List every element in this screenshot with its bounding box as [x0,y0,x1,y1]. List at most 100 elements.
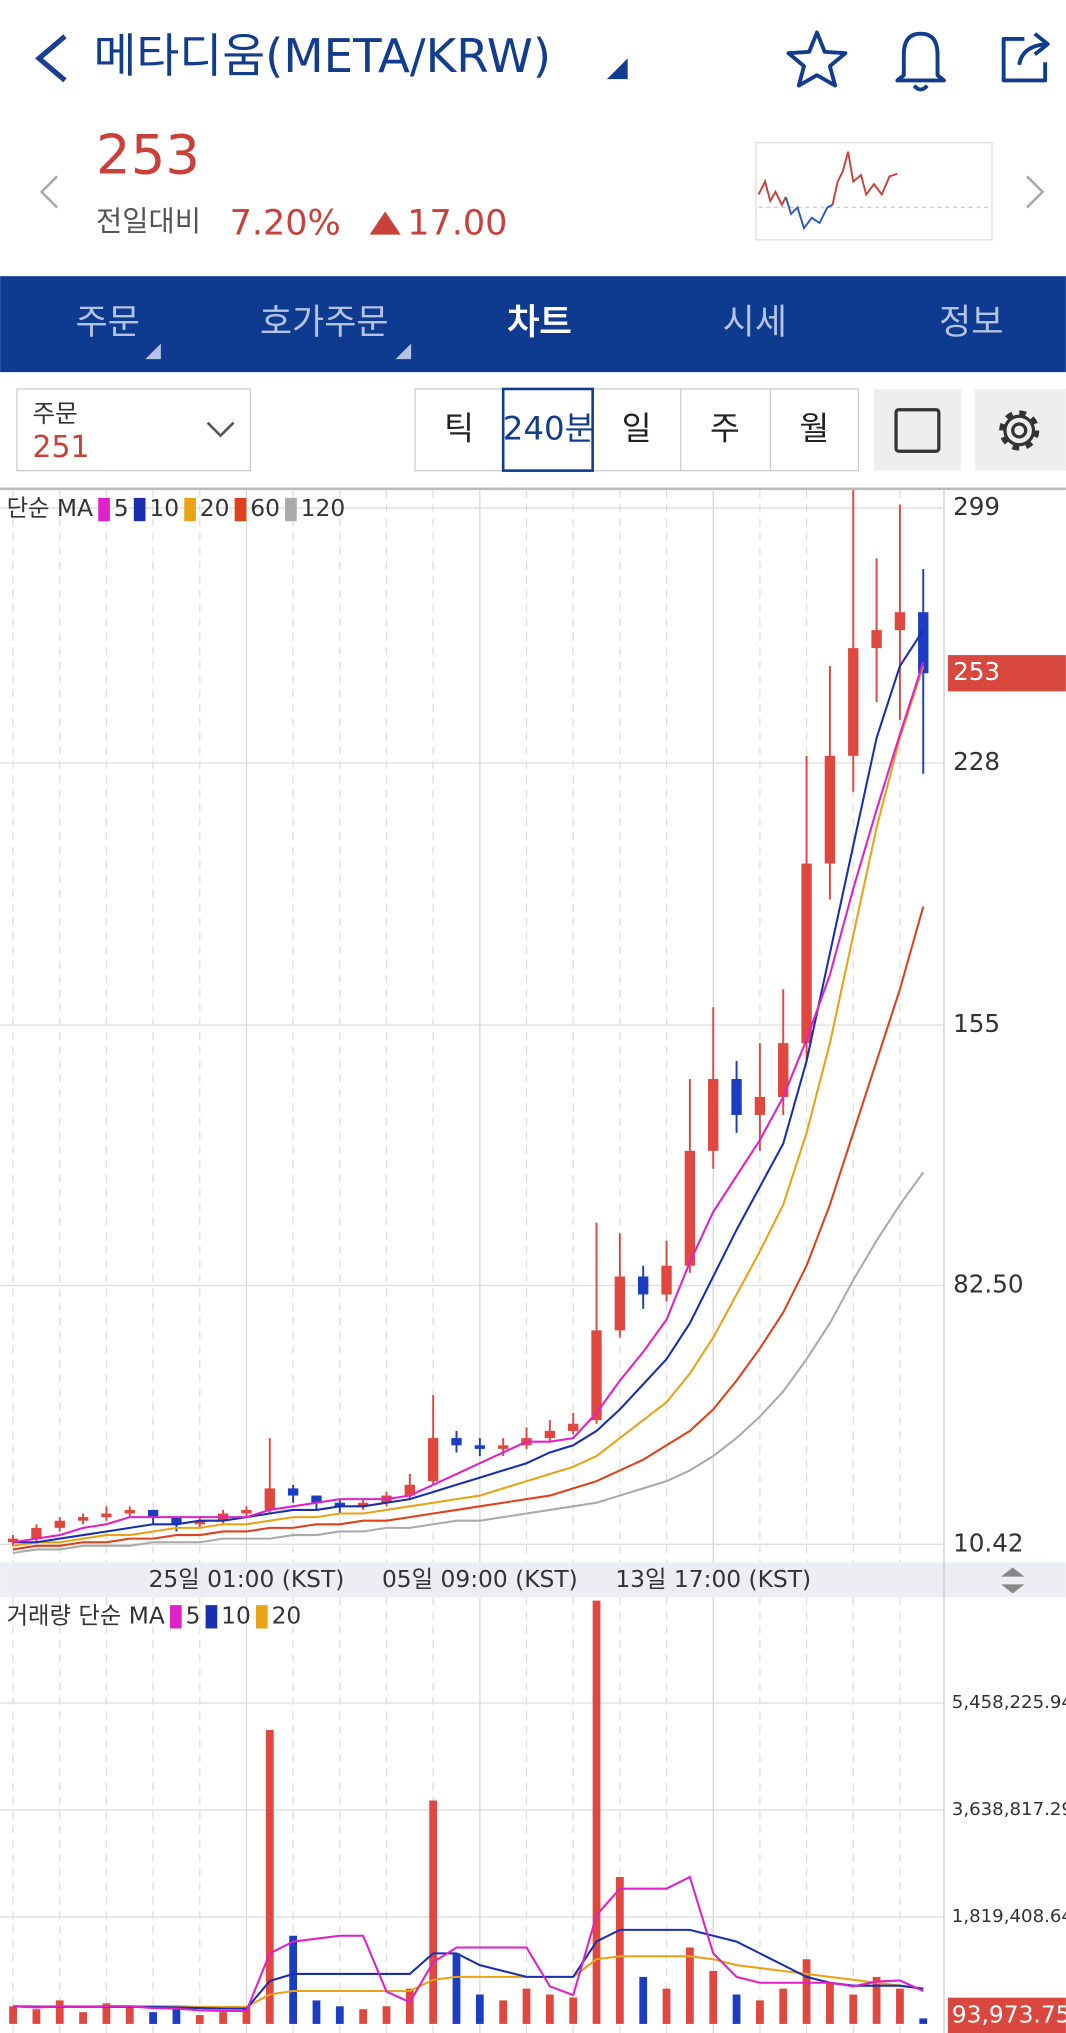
volume-bar [662,1988,671,2024]
title: 메타디움(META/KRW) [93,30,551,84]
legend-title: 거래량 단순 MA [7,1601,165,1629]
y-tick-label: 3,638,817.29 [952,1799,1066,1820]
candle-body [684,1150,696,1266]
period-button[interactable]: 주 [710,409,740,447]
volume-bar [685,1947,694,2024]
alert-icon[interactable] [895,31,946,92]
tab[interactable]: 시세 [723,303,787,343]
volume-bar [195,2015,204,2024]
period-button[interactable]: 일 [622,409,652,447]
candle-body [241,1509,252,1514]
candle-body [54,1520,65,1528]
y-tick-label: 1,819,408.64 [952,1906,1066,1927]
ma-line [12,1171,925,1555]
title-dropdown[interactable] [606,58,628,80]
next-button[interactable] [1026,175,1045,209]
ma-line [13,1928,924,2010]
grid [0,490,945,2033]
volume-bar [265,1729,274,2024]
candle-body [754,1096,766,1115]
legend-label: 120 [301,494,346,522]
time-axis-band [0,1562,1066,1598]
x-tick-label: 25일 01:00 (KST) [149,1565,345,1593]
favorite-icon[interactable] [786,30,848,88]
candle-body [824,755,836,864]
gear-ring [1003,414,1036,447]
candle-body [124,1509,135,1514]
volume-bar [896,1988,904,2024]
volume-bar [826,1982,834,2024]
volume-bar [55,2000,64,2024]
tab[interactable]: 주문 [76,303,140,343]
candle-body [264,1488,275,1510]
y-tick-label: 10.42 [953,1528,1024,1557]
period-button[interactable]: 틱 [444,409,474,447]
legend-swatch [184,497,196,522]
order-label: 주문 [33,399,78,428]
candle-body [171,1517,182,1525]
sparkline-down [784,196,833,231]
sparkline-up [757,178,787,208]
volume-bar [289,1935,298,2024]
period-button[interactable]: 240분 [503,409,595,447]
volume-bar [802,1959,811,2024]
sparkline-box [755,141,993,241]
change-label: 전일대비 [96,205,201,238]
candle-body [451,1438,462,1446]
volume-bar [312,2000,321,2024]
volume-bar [709,1971,718,2024]
tab[interactable]: 호가주문 [260,303,389,343]
ma-line [12,662,925,1544]
volume-bar [335,2006,344,2024]
candle-body [661,1265,672,1295]
back-button[interactable] [35,34,67,83]
legend-label: 5 [186,1601,201,1629]
candle-body [894,612,906,631]
candle-body [31,1527,42,1539]
volume-bar [522,1988,531,2024]
legend-label: 60 [250,494,280,522]
volume-bar [102,2003,111,2024]
change-amount: 17.00 [407,203,507,243]
order-dropdown[interactable] [16,388,251,472]
volume-bar [125,2006,134,2024]
ma-line [12,665,925,1547]
tab[interactable]: 정보 [939,303,1003,343]
candle-body [591,1330,602,1421]
candle-body [404,1484,416,1496]
x-tick-label: 05일 09:00 (KST) [382,1565,578,1593]
tab-active[interactable]: 차트 [507,303,571,343]
y-tick-label: 5,458,225.94 [952,1692,1066,1713]
volume-bar [756,2000,764,2024]
price-tag [947,655,1066,692]
draw-button[interactable] [873,388,961,471]
period-button[interactable]: 월 [799,409,829,447]
volume-bar [32,2009,41,2024]
legend-swatch [285,497,297,522]
period-group [414,388,860,472]
settings-button[interactable] [975,388,1066,471]
resize-handle[interactable] [1001,1567,1025,1594]
up-triangle [369,211,401,235]
candle-body [287,1488,299,1496]
tab-bar [0,276,1066,373]
ma-line [12,906,925,1551]
share-icon[interactable] [1001,32,1050,83]
candle-body [7,1538,19,1543]
y-tick-label: 228 [953,747,1000,776]
volume-bar [452,1953,461,2024]
candle-body [638,1276,649,1295]
legend-label: 20 [272,1601,302,1629]
volume-bar [475,1994,484,2024]
volume-tag-label: 93,973.75 [952,2000,1066,2028]
y-tick-label: 82.50 [953,1269,1024,1298]
candle-body [474,1445,486,1449]
legend-swatch [205,1605,218,1629]
candle-body [147,1509,159,1518]
dropdown-chevron [206,421,235,438]
volume-bar [219,2012,228,2024]
prev-button[interactable] [39,175,59,209]
y-tick-label: 155 [953,1009,1000,1038]
